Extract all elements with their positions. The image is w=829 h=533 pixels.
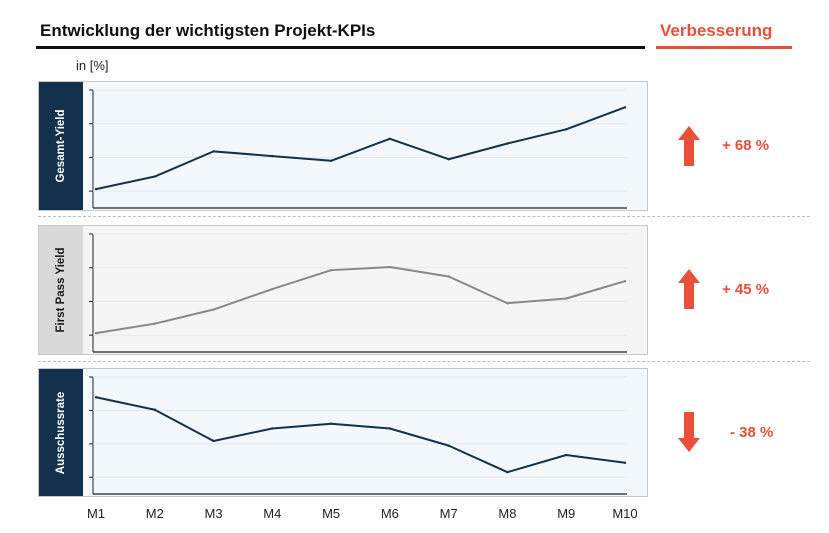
arrow-up-icon: [678, 269, 700, 309]
panel-label-box: Ausschussrate: [39, 369, 83, 496]
data-point: [271, 427, 274, 430]
x-tick-label: M7: [439, 506, 458, 521]
panel-label-box: First Pass Yield: [39, 226, 83, 354]
data-point: [388, 137, 392, 140]
panel-label-ausschussrate: Ausschussrate: [55, 391, 67, 474]
change-first-pass-yield: + 45 %: [722, 281, 770, 298]
data-point: [212, 150, 215, 153]
data-point: [388, 265, 392, 269]
data-point: [271, 154, 274, 158]
x-tick-label: M4: [263, 506, 282, 521]
x-tick-label: M9: [557, 506, 576, 521]
data-point: [447, 275, 450, 278]
separator-2: [38, 361, 810, 362]
panel-first-pass-yield: First Pass Yield: [38, 225, 648, 355]
data-point: [94, 396, 98, 399]
series-line: [95, 266, 626, 335]
panel-ausschussrate: Ausschussrate: [38, 368, 648, 497]
panel-label-first-pass-yield: First Pass Yield: [55, 247, 67, 333]
x-tick-label: M10: [612, 506, 638, 521]
x-tick-label: M5: [322, 506, 341, 521]
data-point: [565, 297, 568, 300]
unit-label: in [%]: [76, 58, 109, 73]
data-point: [153, 175, 156, 178]
title-underline: [36, 46, 645, 49]
data-point: [447, 158, 450, 161]
data-point: [388, 427, 392, 430]
data-point: [94, 331, 98, 335]
data-point: [623, 280, 627, 283]
plot-ausschussrate: [89, 376, 627, 495]
x-tick-label: M1: [86, 506, 106, 521]
plot-gesamt-yield: [89, 89, 627, 209]
panel-gesamt-yield: Gesamt-Yield: [38, 81, 648, 211]
change-ausschussrate: - 38 %: [730, 424, 774, 441]
data-point: [623, 461, 627, 464]
data-point: [565, 128, 568, 131]
panel-label-box: Gesamt-Yield: [39, 82, 83, 210]
data-point: [153, 322, 156, 325]
data-point: [212, 308, 215, 311]
data-point: [94, 187, 98, 191]
data-point: [447, 444, 450, 447]
data-point: [271, 287, 274, 291]
x-tick-label: M3: [204, 506, 223, 521]
data-point: [623, 106, 627, 109]
data-point: [329, 422, 333, 425]
series-line: [95, 396, 626, 474]
x-tick-label: M8: [498, 506, 517, 521]
data-point: [212, 439, 215, 443]
arrow-down-icon: [678, 412, 700, 452]
arrow-up-icon: [678, 126, 700, 166]
x-tick-label: M6: [380, 506, 399, 521]
series-line: [95, 106, 626, 191]
improvement-heading: Verbesserung: [660, 21, 773, 40]
panel-label-gesamt-yield: Gesamt-Yield: [55, 109, 67, 183]
data-point: [506, 470, 509, 474]
improvement-underline: [656, 46, 792, 49]
data-point: [329, 268, 333, 272]
change-gesamt-yield: + 68 %: [722, 137, 770, 154]
data-point: [506, 142, 509, 145]
data-point: [506, 302, 509, 305]
data-point: [153, 408, 156, 411]
data-point: [565, 453, 568, 457]
x-tick-label: M2: [145, 506, 164, 521]
chart-title: Entwicklung der wichtigsten Projekt-KPIs: [40, 21, 376, 40]
separator-1: [38, 216, 810, 217]
data-point: [329, 159, 333, 162]
plot-first-pass-yield: [89, 233, 627, 353]
